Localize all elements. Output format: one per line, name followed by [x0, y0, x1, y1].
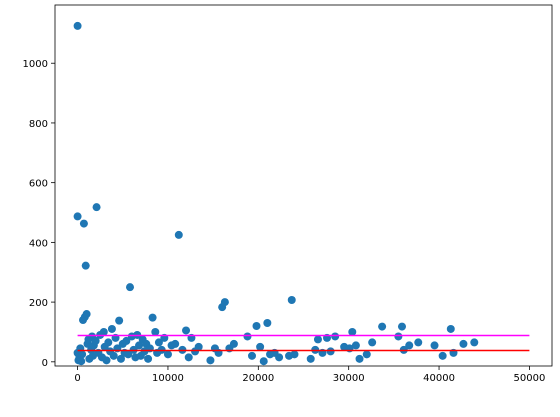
point [107, 324, 116, 333]
point [174, 230, 183, 239]
point [122, 336, 131, 345]
point [116, 354, 125, 363]
point [397, 322, 406, 331]
point [326, 347, 335, 356]
x-tick-label: 10000 [152, 373, 184, 384]
point [470, 338, 479, 347]
point [355, 354, 364, 363]
point [194, 342, 203, 351]
point [154, 338, 163, 347]
x-tick-label: 30000 [333, 373, 365, 384]
point [206, 356, 215, 365]
point [151, 327, 160, 336]
point [256, 342, 265, 351]
point [414, 338, 423, 347]
point [144, 354, 153, 363]
point [115, 316, 124, 325]
point [362, 350, 371, 359]
y-tick-label: 200 [29, 298, 48, 309]
point [82, 310, 91, 319]
point [438, 351, 447, 360]
point [430, 341, 439, 350]
point [287, 296, 296, 305]
point [92, 203, 101, 212]
point [78, 350, 87, 359]
point [459, 339, 468, 348]
x-tick-label: 20000 [242, 373, 274, 384]
x-tick-label: 50000 [514, 373, 546, 384]
point [394, 332, 403, 341]
point [351, 341, 360, 350]
point [405, 341, 414, 350]
point [182, 326, 191, 335]
point [73, 212, 82, 221]
point [171, 339, 180, 348]
point [275, 353, 284, 362]
point [220, 298, 229, 307]
y-tick-label: 800 [29, 119, 48, 130]
point [306, 354, 315, 363]
x-tick-label: 40000 [423, 373, 455, 384]
point [368, 338, 377, 347]
point [259, 357, 268, 366]
y-tick-label: 600 [29, 179, 48, 190]
point [124, 350, 133, 359]
point [252, 321, 261, 330]
point [243, 332, 252, 341]
x-tick-label: 0 [74, 373, 80, 384]
point [247, 351, 256, 360]
point [348, 327, 357, 336]
point [104, 338, 113, 347]
y-tick-label: 1000 [23, 59, 48, 70]
point [290, 350, 299, 359]
point [446, 324, 455, 333]
point [313, 335, 322, 344]
point [91, 336, 100, 345]
point [184, 353, 193, 362]
point [135, 341, 144, 350]
point [331, 332, 340, 341]
point [126, 283, 135, 292]
point [102, 356, 111, 365]
point [229, 339, 238, 348]
point [378, 322, 387, 331]
y-tick-label: 400 [29, 238, 48, 249]
point [148, 313, 157, 322]
point [79, 219, 88, 228]
point [77, 357, 86, 366]
point [263, 319, 272, 328]
point [163, 350, 172, 359]
point [73, 21, 82, 30]
point [109, 351, 118, 360]
y-tick-label: 0 [42, 358, 48, 369]
plot-frame [54, 4, 553, 367]
point [81, 261, 90, 270]
point [99, 327, 108, 336]
